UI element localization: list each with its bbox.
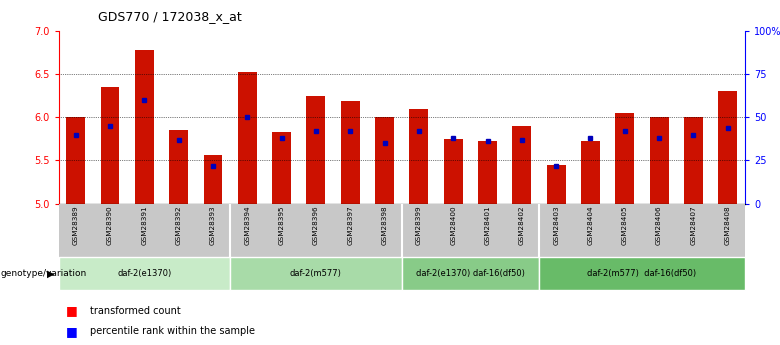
Bar [650, 117, 668, 204]
Bar [402, 257, 539, 290]
Text: GSM28393: GSM28393 [210, 205, 216, 245]
Text: ■: ■ [66, 304, 78, 317]
Text: daf-2(e1370) daf-16(df50): daf-2(e1370) daf-16(df50) [416, 269, 525, 278]
Bar [581, 141, 600, 204]
Bar [410, 109, 428, 204]
Bar [58, 257, 230, 290]
Text: GSM28400: GSM28400 [450, 205, 456, 245]
Bar [66, 117, 85, 204]
Text: GSM28392: GSM28392 [176, 205, 182, 245]
Bar [169, 130, 188, 204]
Text: GDS770 / 172038_x_at: GDS770 / 172038_x_at [98, 10, 241, 23]
Bar [615, 113, 634, 204]
Bar [230, 257, 402, 290]
Bar [135, 50, 154, 204]
Bar [101, 87, 119, 204]
Text: GSM28399: GSM28399 [416, 205, 422, 245]
Text: GSM28397: GSM28397 [347, 205, 353, 245]
Text: GSM28394: GSM28394 [244, 205, 250, 245]
Text: GSM28402: GSM28402 [519, 205, 525, 245]
Text: GSM28389: GSM28389 [73, 205, 79, 245]
Bar [341, 101, 360, 204]
Text: GSM28408: GSM28408 [725, 205, 731, 245]
Bar [444, 139, 463, 204]
Bar [375, 117, 394, 204]
Text: daf-2(m577): daf-2(m577) [290, 269, 342, 278]
Text: GSM28403: GSM28403 [553, 205, 559, 245]
Text: daf-2(m577)  daf-16(df50): daf-2(m577) daf-16(df50) [587, 269, 697, 278]
Text: GSM28391: GSM28391 [141, 205, 147, 245]
Bar [547, 165, 566, 204]
Bar [238, 72, 257, 204]
Text: GSM28390: GSM28390 [107, 205, 113, 245]
Bar [272, 132, 291, 204]
Text: ▶: ▶ [47, 268, 55, 278]
Text: GSM28404: GSM28404 [587, 205, 594, 245]
Text: GSM28407: GSM28407 [690, 205, 697, 245]
Bar [204, 155, 222, 204]
Text: GSM28396: GSM28396 [313, 205, 319, 245]
Bar [684, 117, 703, 204]
Text: GSM28406: GSM28406 [656, 205, 662, 245]
Text: genotype/variation: genotype/variation [1, 269, 87, 278]
Text: GSM28401: GSM28401 [484, 205, 491, 245]
Text: GSM28395: GSM28395 [278, 205, 285, 245]
Text: ■: ■ [66, 325, 78, 338]
Text: transformed count: transformed count [90, 306, 180, 315]
Bar [539, 257, 745, 290]
Bar [478, 141, 497, 204]
Text: GSM28405: GSM28405 [622, 205, 628, 245]
Text: daf-2(e1370): daf-2(e1370) [117, 269, 172, 278]
Bar [307, 96, 325, 204]
Text: percentile rank within the sample: percentile rank within the sample [90, 326, 255, 336]
Bar [718, 91, 737, 204]
Bar [512, 126, 531, 204]
Text: GSM28398: GSM28398 [381, 205, 388, 245]
